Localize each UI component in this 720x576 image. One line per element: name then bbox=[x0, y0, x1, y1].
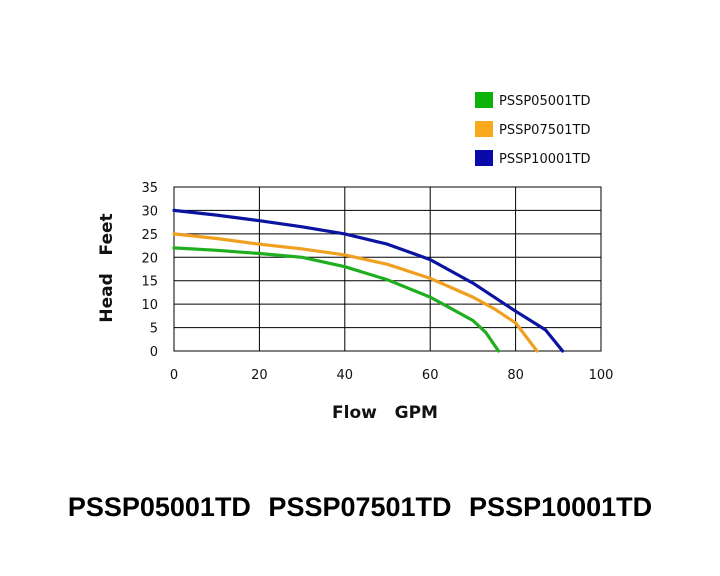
x-tick-label: 80 bbox=[507, 368, 524, 383]
x-axis-title: Flow GPM bbox=[332, 403, 438, 423]
y-tick-label: 30 bbox=[141, 204, 158, 219]
y-tick-label: 20 bbox=[141, 251, 158, 266]
y-tick-label: 0 bbox=[150, 345, 158, 360]
x-tick-label: 20 bbox=[251, 368, 268, 383]
legend-label-pssp07501td: PSSP07501TD bbox=[499, 123, 591, 138]
x-tick-label: 0 bbox=[170, 368, 178, 383]
series-line-pssp07501td bbox=[172, 232, 539, 353]
legend-swatch-pssp07501td bbox=[475, 121, 493, 137]
legend-label-pssp05001td: PSSP05001TD bbox=[499, 94, 591, 109]
pump-curve-chart: 0 20 40 60 80 100 0 5 10 15 20 25 30 35 Flow GPM Hea… bbox=[97, 92, 614, 423]
x-tick-label: 60 bbox=[422, 368, 439, 383]
series-line-pssp05001td bbox=[172, 246, 501, 353]
y-tick-label: 5 bbox=[150, 322, 158, 337]
y-tick-label: 35 bbox=[141, 181, 158, 196]
legend-label-pssp10001td: PSSP10001TD bbox=[499, 152, 591, 167]
x-tick-labels: 0 20 40 60 80 100 bbox=[170, 368, 614, 383]
y-tick-label: 10 bbox=[141, 298, 158, 313]
x-tick-label: 40 bbox=[337, 368, 354, 383]
legend-swatch-pssp10001td bbox=[475, 150, 493, 166]
series-line-pssp10001td bbox=[172, 208, 565, 353]
y-tick-labels: 0 5 10 15 20 25 30 35 bbox=[141, 181, 158, 360]
y-axis-title: Head Feet bbox=[97, 213, 117, 322]
y-tick-label: 25 bbox=[141, 228, 158, 243]
legend: PSSP05001TD PSSP07501TD PSSP10001TD bbox=[475, 92, 591, 167]
grid bbox=[173, 186, 602, 352]
x-tick-label: 100 bbox=[589, 368, 614, 383]
y-tick-label: 15 bbox=[141, 275, 158, 290]
legend-swatch-pssp05001td bbox=[475, 92, 493, 108]
model-list-footer: PSSP05001TD PSSP07501TD PSSP10001TD bbox=[67, 492, 653, 522]
series-lines bbox=[172, 208, 565, 353]
